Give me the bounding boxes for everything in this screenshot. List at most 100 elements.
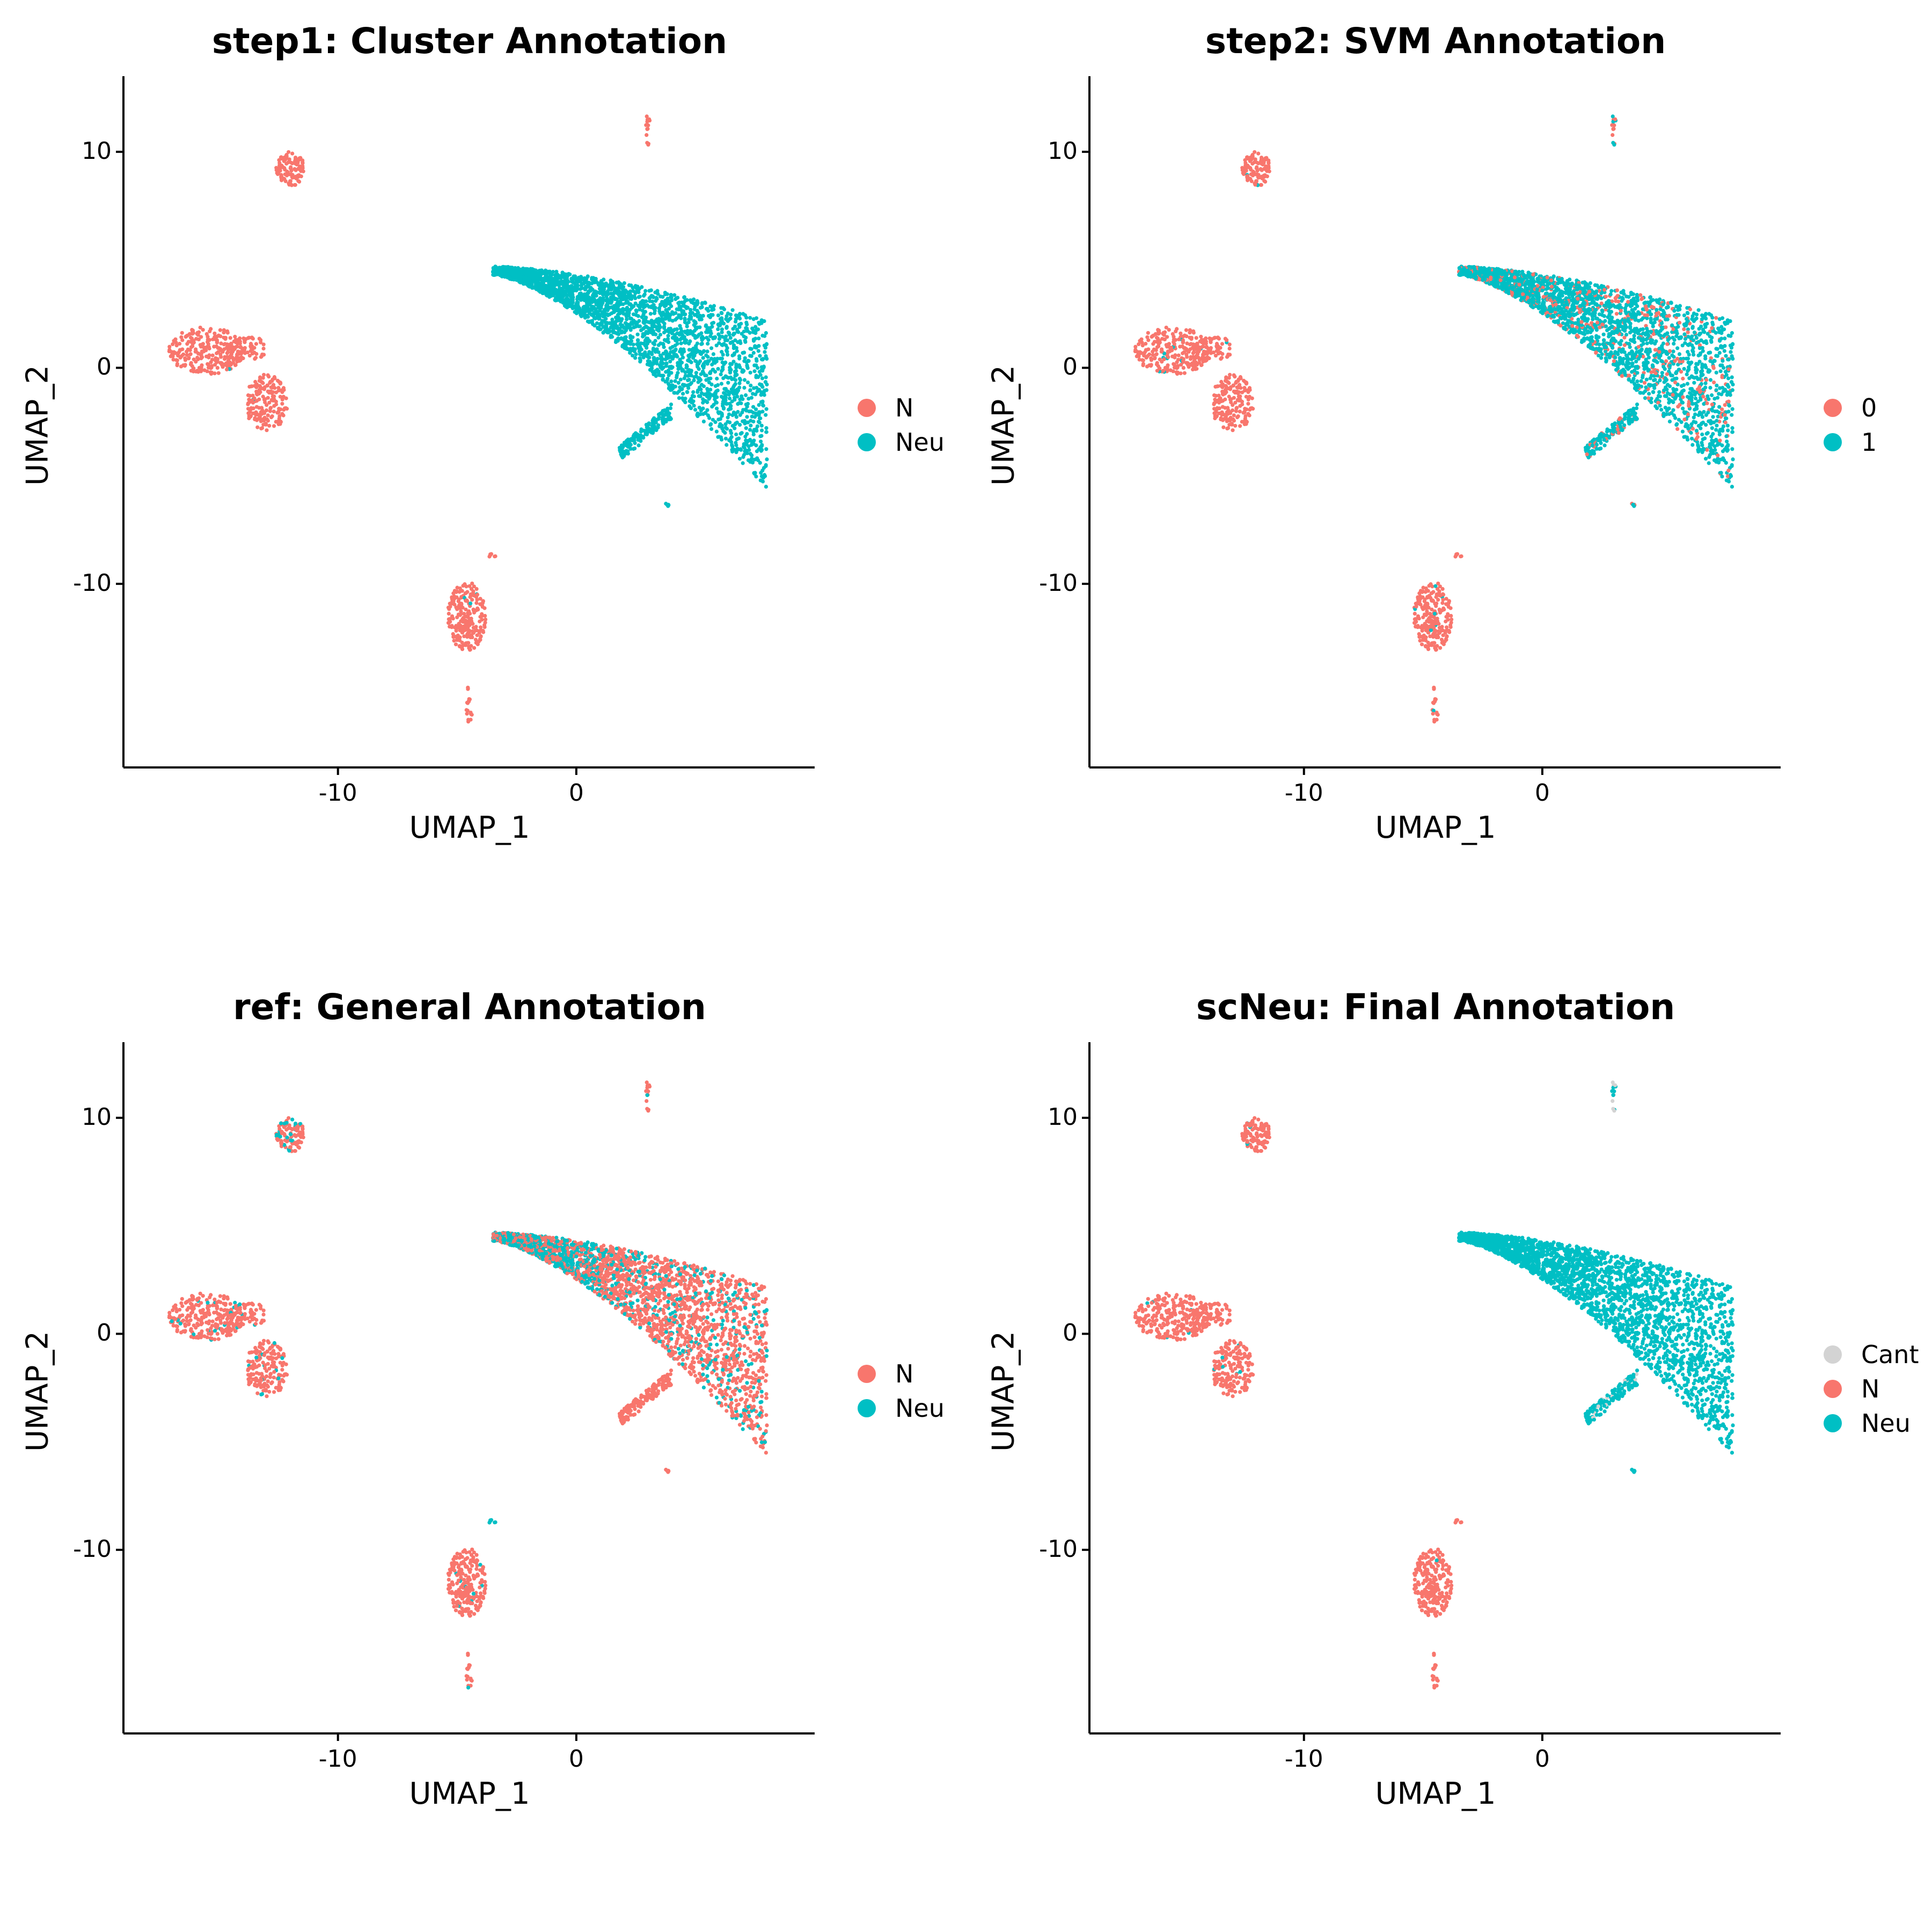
data-point bbox=[752, 415, 757, 419]
data-point bbox=[207, 338, 211, 342]
data-point bbox=[255, 425, 260, 429]
data-point bbox=[715, 389, 720, 393]
data-point bbox=[642, 302, 646, 306]
data-point bbox=[1656, 298, 1660, 303]
data-point bbox=[641, 341, 646, 346]
data-point bbox=[255, 418, 259, 422]
data-point bbox=[754, 375, 758, 379]
data-point bbox=[1626, 317, 1630, 321]
data-point bbox=[745, 364, 749, 369]
data-point bbox=[730, 444, 735, 449]
data-point bbox=[1597, 342, 1601, 347]
data-point bbox=[764, 485, 768, 489]
data-point bbox=[1683, 337, 1687, 341]
data-point bbox=[1677, 320, 1682, 325]
data-point bbox=[1729, 350, 1733, 354]
data-point bbox=[213, 331, 217, 335]
data-point bbox=[653, 339, 657, 343]
data-point bbox=[738, 317, 742, 321]
data-point bbox=[1680, 343, 1685, 348]
data-point bbox=[289, 160, 294, 165]
data-point bbox=[465, 701, 470, 705]
data-point bbox=[529, 271, 533, 275]
data-point bbox=[569, 284, 574, 288]
data-point bbox=[606, 289, 610, 293]
data-point bbox=[742, 350, 747, 355]
data-point bbox=[735, 372, 739, 377]
data-point bbox=[1710, 407, 1714, 412]
data-point bbox=[461, 583, 465, 588]
data-point bbox=[604, 294, 609, 298]
data-point bbox=[1618, 303, 1622, 307]
data-point bbox=[278, 394, 282, 399]
data-point bbox=[612, 304, 616, 308]
data-point bbox=[506, 265, 510, 269]
data-point bbox=[739, 401, 743, 406]
data-point bbox=[495, 267, 499, 272]
data-point bbox=[637, 349, 642, 354]
data-point bbox=[728, 370, 733, 375]
data-point bbox=[678, 306, 683, 311]
data-point bbox=[233, 334, 237, 339]
plot-area bbox=[116, 76, 815, 775]
data-point bbox=[584, 309, 588, 313]
data-point bbox=[678, 377, 683, 382]
data-point bbox=[647, 117, 652, 121]
data-point bbox=[726, 319, 730, 323]
data-point bbox=[692, 404, 696, 408]
data-point bbox=[218, 334, 223, 339]
data-point bbox=[565, 294, 569, 298]
data-point bbox=[1607, 355, 1612, 360]
data-point bbox=[268, 409, 272, 413]
data-point bbox=[587, 307, 592, 311]
data-point bbox=[538, 282, 542, 287]
data-point bbox=[1644, 357, 1648, 362]
data-point bbox=[1580, 316, 1584, 320]
data-point bbox=[760, 428, 764, 433]
data-point bbox=[701, 400, 705, 405]
data-point bbox=[609, 301, 613, 305]
data-point bbox=[178, 341, 182, 346]
data-point bbox=[678, 331, 683, 335]
data-point bbox=[636, 288, 641, 292]
data-point bbox=[635, 332, 640, 336]
data-point bbox=[720, 311, 724, 316]
data-point bbox=[755, 449, 759, 453]
data-point bbox=[690, 298, 694, 303]
data-point bbox=[1714, 316, 1718, 320]
data-point bbox=[452, 602, 457, 607]
data-point bbox=[668, 406, 672, 411]
data-point bbox=[728, 401, 732, 406]
data-point bbox=[646, 430, 650, 434]
data-point bbox=[526, 277, 531, 282]
data-point bbox=[250, 344, 254, 348]
data-point bbox=[621, 307, 625, 311]
data-point bbox=[664, 364, 668, 368]
data-point bbox=[742, 378, 747, 382]
data-point bbox=[763, 334, 767, 338]
data-point bbox=[626, 451, 630, 456]
data-point bbox=[698, 317, 702, 321]
data-point bbox=[188, 362, 193, 367]
data-point bbox=[265, 408, 269, 413]
data-point bbox=[641, 332, 645, 336]
data-point bbox=[658, 311, 662, 316]
data-point bbox=[728, 396, 732, 401]
data-point bbox=[664, 315, 668, 319]
data-point bbox=[1709, 313, 1713, 317]
data-point bbox=[614, 297, 619, 302]
data-point bbox=[664, 349, 668, 354]
data-point bbox=[469, 592, 473, 597]
data-point bbox=[460, 589, 464, 593]
data-point bbox=[759, 474, 764, 479]
data-point bbox=[593, 316, 597, 321]
data-point bbox=[662, 303, 666, 307]
data-point bbox=[740, 394, 744, 398]
data-point bbox=[759, 440, 763, 444]
data-point bbox=[701, 406, 705, 411]
data-point bbox=[761, 404, 765, 408]
data-point bbox=[219, 341, 223, 346]
data-point bbox=[683, 374, 687, 378]
data-point bbox=[204, 354, 209, 358]
data-point bbox=[679, 313, 683, 318]
